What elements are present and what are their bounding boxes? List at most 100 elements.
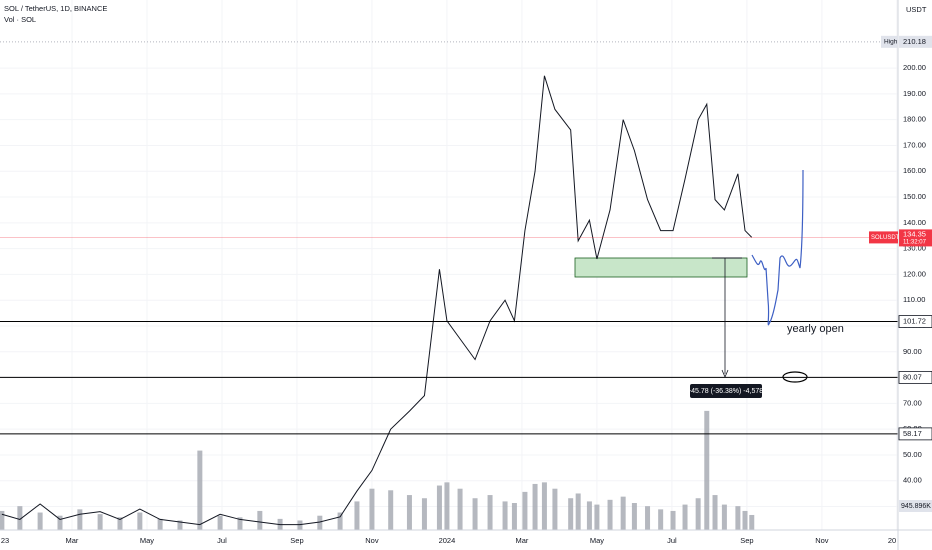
volume-bar [421,498,427,530]
x-tick-label: 2024 [439,536,456,545]
volume-bar [522,491,528,530]
volume-tag [899,500,932,512]
x-tick-label: Nov [815,536,829,545]
time-axis-bg [0,530,932,550]
level-label: 80.07 [903,372,922,381]
y-tick-label: 120.00 [903,269,926,278]
volume-bar [586,501,592,530]
volume-bar [735,506,741,530]
x-tick-label: May [140,536,154,545]
x-tick-label: Sep [740,536,753,545]
x-tick-label: Jul [217,536,227,545]
volume-bar [237,517,243,530]
volume-bar [217,515,223,530]
measure-box [690,384,762,398]
y-tick-label: 190.00 [903,89,926,98]
volume-bar [317,515,323,530]
x-tick-label: Jul [667,536,677,545]
y-tick-label: 200.00 [903,63,926,72]
volume-bar [472,498,478,530]
volume-bar [177,520,183,530]
y-tick-label: 90.00 [903,347,922,356]
projection-path [751,169,804,326]
volume-bar [354,501,360,530]
level-label: 101.72 [903,317,926,326]
measure-arrow [721,369,729,379]
support-zone [574,257,748,278]
measure-label: -45.78 (-36.38%) -4,578 [689,388,763,395]
volume-bar [620,496,626,530]
volume-layer [0,410,755,530]
level-label: 58.17 [903,429,922,438]
volume-bar [297,520,303,530]
level-tag [898,427,932,441]
high-label: High [884,39,898,46]
x-tick-label: Sep [290,536,303,545]
volume-bar [645,506,651,530]
level-tag [898,315,932,328]
volume-bar [369,488,375,530]
volume-bar [532,483,538,530]
volume-bar [594,504,600,530]
x-tick-label: Nov [365,536,379,545]
yearly-open-label: yearly open [787,323,844,335]
volume-bar [57,515,63,530]
volume-bar [117,517,123,530]
symbol-tag [869,231,898,244]
volume-bar [97,514,103,530]
price-label: 134.35 [903,229,926,238]
x-tick-label: Mar [66,536,79,545]
y-tick-label: 110.00 [903,295,925,304]
x-tick-label: Mar [515,536,528,545]
price-tag [899,229,932,247]
volume-bar [568,498,574,530]
level-tag [898,370,932,384]
y-tick-label: 70.00 [903,398,922,407]
volume-bar [749,514,755,530]
high-value-tag [899,35,932,48]
volume-title: Vol · SOL [4,15,36,24]
volume-bar [721,504,727,530]
circle-marker [782,371,808,383]
y-tick-label: 160.00 [903,166,926,175]
volume-bar [575,493,581,530]
currency: USDT [906,5,927,14]
volume-bar [487,495,493,530]
y-tick-label: 170.00 [903,140,926,149]
volume-bar [511,503,517,530]
y-tick-label: 150.00 [903,192,926,201]
volume-bar [682,504,688,530]
high-tag [881,35,898,48]
volume-bar [552,488,558,530]
volume-bar [502,501,508,530]
volume-bar [444,482,450,530]
axis-layer: 30.0040.0050.0060.0070.0080.0090.00100.0… [1,35,932,545]
volume-last-label: 945.896K [901,503,931,510]
volume-bar [712,495,718,530]
volume-bar [17,506,23,530]
x-tick-label: 20 [888,536,896,545]
volume-bar [337,512,343,530]
y-tick-label: 140.00 [903,218,926,227]
symbol-label: SOLUSDT [871,235,900,241]
volume-bar [257,510,263,530]
countdown: 11:32:07 [903,239,927,245]
volume-bar [137,512,143,530]
y-tick-label: 50.00 [903,450,922,459]
volume-bar [37,512,43,530]
y-tick-label: 40.00 [903,476,922,485]
symbol-title: SOL / TetherUS, 1D, BINANCE [4,4,107,13]
x-tick-label: 23 [1,536,9,545]
high-value: 210.18 [903,37,926,46]
volume-bar [0,510,5,530]
volume-bar [157,518,163,530]
volume-bar [670,510,676,530]
volume-bar [436,485,442,530]
volume-bar [607,499,613,530]
volume-bar [658,509,664,530]
volume-bar [406,495,412,530]
main-layer [0,41,898,526]
volume-bar [631,503,637,530]
